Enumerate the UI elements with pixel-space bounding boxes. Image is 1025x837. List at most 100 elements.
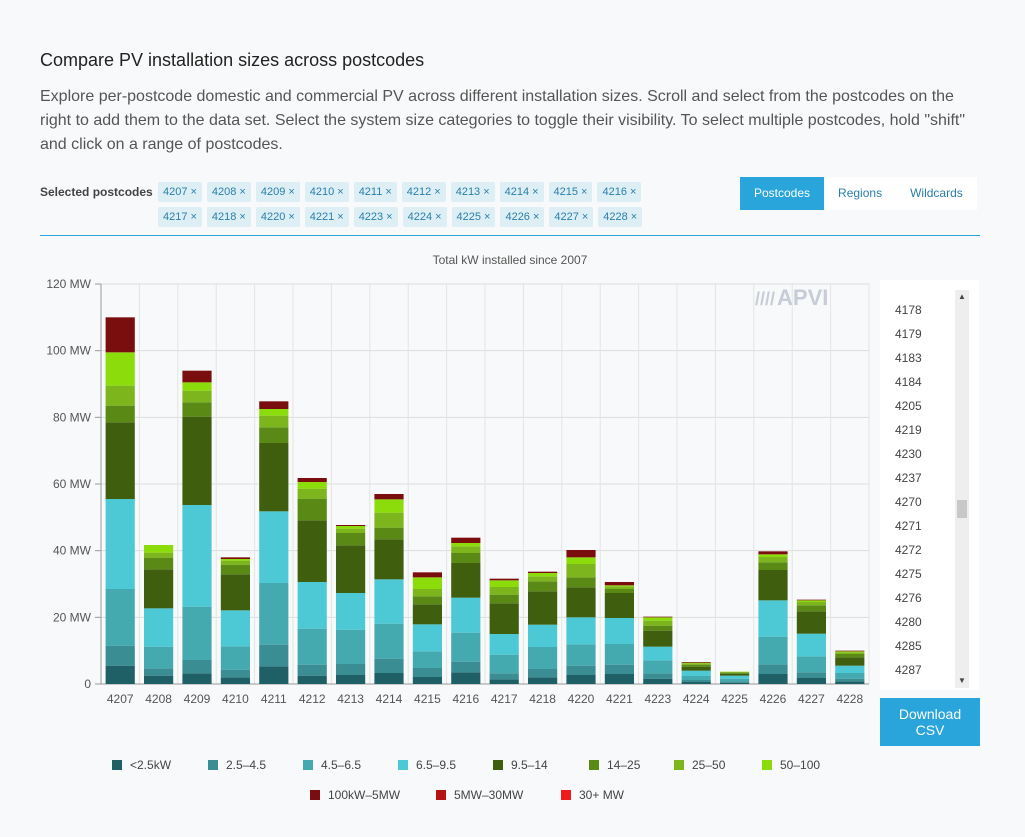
- bar-segment: [835, 678, 865, 682]
- remove-chip-icon[interactable]: ×: [288, 186, 295, 198]
- bar-segment: [681, 663, 711, 665]
- bar-segment: [835, 651, 865, 653]
- remove-chip-icon[interactable]: ×: [385, 186, 392, 198]
- remove-chip-icon[interactable]: ×: [190, 186, 197, 198]
- postcode-list-item[interactable]: 4179: [895, 327, 922, 341]
- remove-chip-icon[interactable]: ×: [629, 186, 637, 198]
- postcode-list-item[interactable]: 4275: [895, 567, 922, 581]
- bar-segment: [681, 662, 711, 663]
- legend-item[interactable]: 6.5–9.5: [398, 758, 456, 772]
- postcode-list-item[interactable]: 4219: [895, 423, 922, 437]
- remove-chip-icon[interactable]: ×: [434, 186, 441, 198]
- remove-chip-icon[interactable]: ×: [484, 211, 491, 223]
- scrollbar-thumb[interactable]: [957, 500, 967, 518]
- legend-item[interactable]: 14–25: [589, 758, 640, 772]
- postcode-chip[interactable]: 4212 ×: [401, 182, 446, 202]
- remove-chip-icon[interactable]: ×: [337, 211, 344, 223]
- legend-item[interactable]: 9.5–14: [493, 758, 548, 772]
- legend-item[interactable]: 50–100: [762, 758, 820, 772]
- postcode-chip[interactable]: 4208 ×: [206, 182, 251, 202]
- remove-chip-icon[interactable]: ×: [239, 186, 246, 198]
- postcode-chip[interactable]: 4209 ×: [255, 182, 300, 202]
- postcode-list-item[interactable]: 4230: [895, 447, 922, 461]
- postcode-list-item[interactable]: 4178: [895, 303, 922, 317]
- legend-item[interactable]: 100kW–5MW: [310, 788, 400, 802]
- postcode-chip[interactable]: 4226 ×: [500, 207, 545, 227]
- x-tick-label: 4217: [491, 692, 518, 706]
- postcode-chip[interactable]: 4216 ×: [597, 182, 642, 202]
- tab-wildcards[interactable]: Wildcards: [910, 186, 963, 200]
- postcode-chip[interactable]: 4215 ×: [548, 182, 593, 202]
- bar-segment: [451, 672, 481, 684]
- postcode-list-item[interactable]: 4271: [895, 519, 922, 533]
- scroll-up-icon[interactable]: ▲: [958, 292, 966, 301]
- bar-segment: [489, 580, 519, 587]
- remove-chip-icon[interactable]: ×: [532, 211, 540, 223]
- postcode-chip[interactable]: 4218 ×: [206, 207, 251, 227]
- postcode-list-scrollbar[interactable]: ▲ ▼: [955, 290, 969, 688]
- postcode-chip[interactable]: 4223 ×: [353, 207, 398, 227]
- postcode-list-item[interactable]: 4287: [895, 663, 922, 677]
- postcode-chip[interactable]: 4227 ×: [549, 207, 594, 227]
- remove-chip-icon[interactable]: ×: [288, 211, 295, 223]
- chip-label: 4225: [456, 211, 482, 223]
- postcode-chip[interactable]: 4211 ×: [353, 182, 397, 202]
- legend-item[interactable]: 5MW–30MW: [436, 788, 523, 802]
- postcode-chip[interactable]: 4210 ×: [304, 182, 349, 202]
- bar-segment: [489, 603, 519, 634]
- postcode-list-item[interactable]: 4184: [895, 375, 922, 389]
- postcode-list-item[interactable]: 4237: [895, 471, 922, 485]
- bar-segment: [182, 673, 212, 684]
- download-csv-button[interactable]: Download CSV: [880, 698, 980, 746]
- remove-chip-icon[interactable]: ×: [337, 186, 344, 198]
- bar-segment: [566, 550, 596, 558]
- legend-item[interactable]: 25–50: [674, 758, 725, 772]
- postcode-chip[interactable]: 4217 ×: [158, 207, 202, 227]
- remove-chip-icon[interactable]: ×: [581, 211, 589, 223]
- remove-chip-icon[interactable]: ×: [532, 186, 539, 198]
- bar-segment: [451, 563, 481, 598]
- bar-segment: [604, 582, 634, 586]
- postcode-list-item[interactable]: 4272: [895, 543, 922, 557]
- bar-segment: [528, 576, 558, 582]
- postcode-chip[interactable]: 4214 ×: [499, 182, 544, 202]
- postcode-chip[interactable]: 4228 ×: [598, 207, 643, 227]
- tab-postcodes[interactable]: Postcodes: [740, 177, 825, 210]
- postcode-chip[interactable]: 4213 ×: [450, 182, 495, 202]
- bar-segment: [720, 678, 750, 682]
- postcode-chip[interactable]: 4225 ×: [451, 207, 496, 227]
- postcode-list-item[interactable]: 4183: [895, 351, 922, 365]
- postcode-list-item[interactable]: 4205: [895, 399, 922, 413]
- legend-item[interactable]: 2.5–4.5: [208, 758, 266, 772]
- postcode-chip[interactable]: 4224 ×: [402, 207, 447, 227]
- postcode-chip[interactable]: 4221 ×: [304, 207, 349, 227]
- remove-chip-icon[interactable]: ×: [630, 211, 638, 223]
- postcode-chip[interactable]: 4220 ×: [255, 207, 300, 227]
- remove-chip-icon[interactable]: ×: [435, 211, 442, 223]
- postcode-list-item[interactable]: 4276: [895, 591, 922, 605]
- tab-regions[interactable]: Regions: [838, 186, 883, 200]
- legend-swatch: [561, 790, 571, 800]
- remove-chip-icon[interactable]: ×: [239, 211, 246, 223]
- download-label-line2: CSV: [915, 722, 945, 738]
- remove-chip-icon[interactable]: ×: [386, 211, 393, 223]
- scroll-down-icon[interactable]: ▼: [958, 676, 966, 685]
- remove-chip-icon[interactable]: ×: [190, 211, 197, 223]
- legend-item[interactable]: 4.5–6.5: [303, 758, 361, 772]
- legend-item[interactable]: <2.5kW: [112, 758, 171, 772]
- postcode-list[interactable]: 4178 4179 4183 4184 4205 4219 4230 4237 4270 4271…: [880, 280, 979, 690]
- legend-item[interactable]: 30+ MW: [561, 788, 624, 802]
- postcode-list-item[interactable]: 4280: [895, 615, 922, 629]
- postcode-list-item[interactable]: 4270: [895, 495, 922, 509]
- bar-segment: [144, 545, 174, 553]
- postcode-chip[interactable]: 4207 ×: [158, 182, 202, 202]
- bar-segment: [681, 662, 711, 664]
- bar-segment: [720, 682, 750, 684]
- legend-label: 9.5–14: [511, 758, 548, 772]
- x-tick-label: 4218: [529, 692, 556, 706]
- bar-segment: [643, 617, 673, 621]
- remove-chip-icon[interactable]: ×: [581, 186, 588, 198]
- remove-chip-icon[interactable]: ×: [483, 186, 490, 198]
- postcode-list-item[interactable]: 4285: [895, 639, 922, 653]
- bar-segment: [451, 661, 481, 673]
